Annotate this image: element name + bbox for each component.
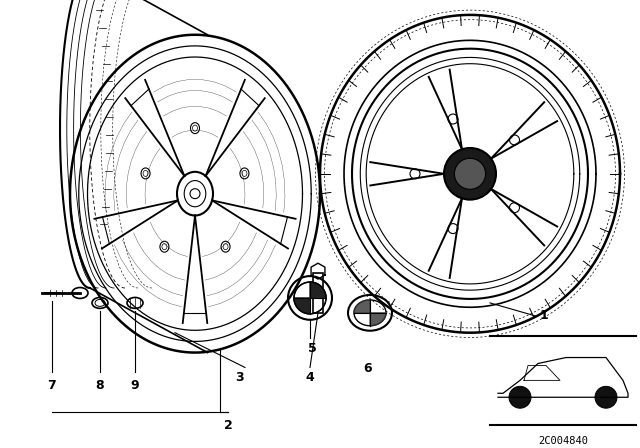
Polygon shape xyxy=(310,282,326,298)
Text: 1: 1 xyxy=(540,309,548,322)
Polygon shape xyxy=(294,298,310,314)
Circle shape xyxy=(595,386,617,408)
Text: 2C004840: 2C004840 xyxy=(538,436,588,446)
Text: 4: 4 xyxy=(306,371,314,384)
Polygon shape xyxy=(354,300,370,313)
Circle shape xyxy=(509,386,531,408)
Circle shape xyxy=(190,189,200,198)
Text: 7: 7 xyxy=(47,379,56,392)
Text: 2: 2 xyxy=(223,419,232,432)
Text: 5: 5 xyxy=(308,342,316,355)
Bar xyxy=(313,273,323,313)
Circle shape xyxy=(454,158,486,190)
Text: 8: 8 xyxy=(96,379,104,392)
Text: 9: 9 xyxy=(131,379,140,392)
Circle shape xyxy=(444,148,496,200)
Text: 6: 6 xyxy=(364,362,372,375)
Text: 3: 3 xyxy=(236,371,244,384)
Polygon shape xyxy=(370,313,386,326)
